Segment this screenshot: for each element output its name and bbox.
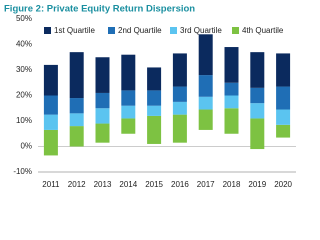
bar-segment xyxy=(276,109,291,125)
x-tick-label: 2011 xyxy=(42,180,60,189)
bar-segment xyxy=(224,82,239,96)
x-tick-label: 2016 xyxy=(171,180,189,189)
bar-segment xyxy=(172,53,187,87)
legend-label: 3rd Quartile xyxy=(180,26,222,35)
x-tick-label: 2020 xyxy=(274,180,292,189)
bar-segment xyxy=(276,86,291,110)
bar-segment xyxy=(95,92,110,109)
bar-segment xyxy=(198,109,213,130)
y-tick-label: 50% xyxy=(16,14,32,23)
legend-label: 2nd Quartile xyxy=(118,26,162,35)
bar-segment xyxy=(250,52,265,88)
bar-segment xyxy=(198,96,213,110)
bar-segment xyxy=(95,108,110,124)
y-tick-label: 40% xyxy=(16,40,32,49)
bar-segment xyxy=(224,95,239,109)
bar-segment xyxy=(43,129,58,156)
legend-swatch xyxy=(108,27,115,34)
y-tick-label: 20% xyxy=(16,91,32,100)
bar-segment xyxy=(69,113,84,127)
bar-segment xyxy=(276,124,291,138)
bar-segment xyxy=(198,34,213,76)
y-tick-label: -10% xyxy=(13,167,32,176)
bar-segment xyxy=(121,118,136,134)
bar-segment xyxy=(224,108,239,134)
bar-segment xyxy=(147,90,162,106)
bar-segment xyxy=(69,126,84,147)
bar-segment xyxy=(147,115,162,144)
bar-segment xyxy=(95,123,110,143)
bar-segment xyxy=(172,114,187,143)
y-tick-label: 30% xyxy=(16,65,32,74)
legend-swatch xyxy=(170,27,177,34)
bar-segment xyxy=(121,105,136,119)
bar-segment xyxy=(276,53,291,87)
page: Figure 2: Private Equity Return Dispersi… xyxy=(4,3,296,190)
bar-segment xyxy=(147,105,162,116)
bar-segment xyxy=(43,64,58,96)
x-tick-label: 2013 xyxy=(94,180,112,189)
x-tick-label: 2014 xyxy=(119,180,137,189)
bar-segment xyxy=(43,95,58,115)
bar-segment xyxy=(250,118,265,150)
legend-swatch xyxy=(44,27,51,34)
bar-segment xyxy=(147,67,162,91)
bar-segment xyxy=(172,86,187,102)
bar-segment xyxy=(198,75,213,97)
bar-segment xyxy=(95,57,110,93)
legend-label: 1st Quartile xyxy=(54,26,95,35)
bar-segment xyxy=(69,98,84,114)
bar-segment xyxy=(250,87,265,104)
bar-segment xyxy=(250,103,265,119)
bar-segment xyxy=(69,52,84,99)
chart: Figure 2: Private Equity Return Dispersi… xyxy=(4,4,296,189)
legend-label: 4th Quartile xyxy=(242,26,284,35)
x-tick-label: 2015 xyxy=(145,180,163,189)
bar-segment xyxy=(172,101,187,115)
bar-segment xyxy=(224,47,239,83)
x-tick-label: 2012 xyxy=(68,180,86,189)
bar-segment xyxy=(43,114,58,130)
x-tick-label: 2018 xyxy=(223,180,241,189)
bar-segment xyxy=(121,54,136,91)
legend-swatch xyxy=(232,27,239,34)
y-tick-label: 10% xyxy=(16,116,32,125)
x-tick-label: 2017 xyxy=(197,180,215,189)
bar-segment xyxy=(121,90,136,106)
y-tick-label: 0% xyxy=(20,142,32,151)
x-tick-label: 2019 xyxy=(248,180,266,189)
chart-title: Figure 2: Private Equity Return Dispersi… xyxy=(4,4,195,15)
